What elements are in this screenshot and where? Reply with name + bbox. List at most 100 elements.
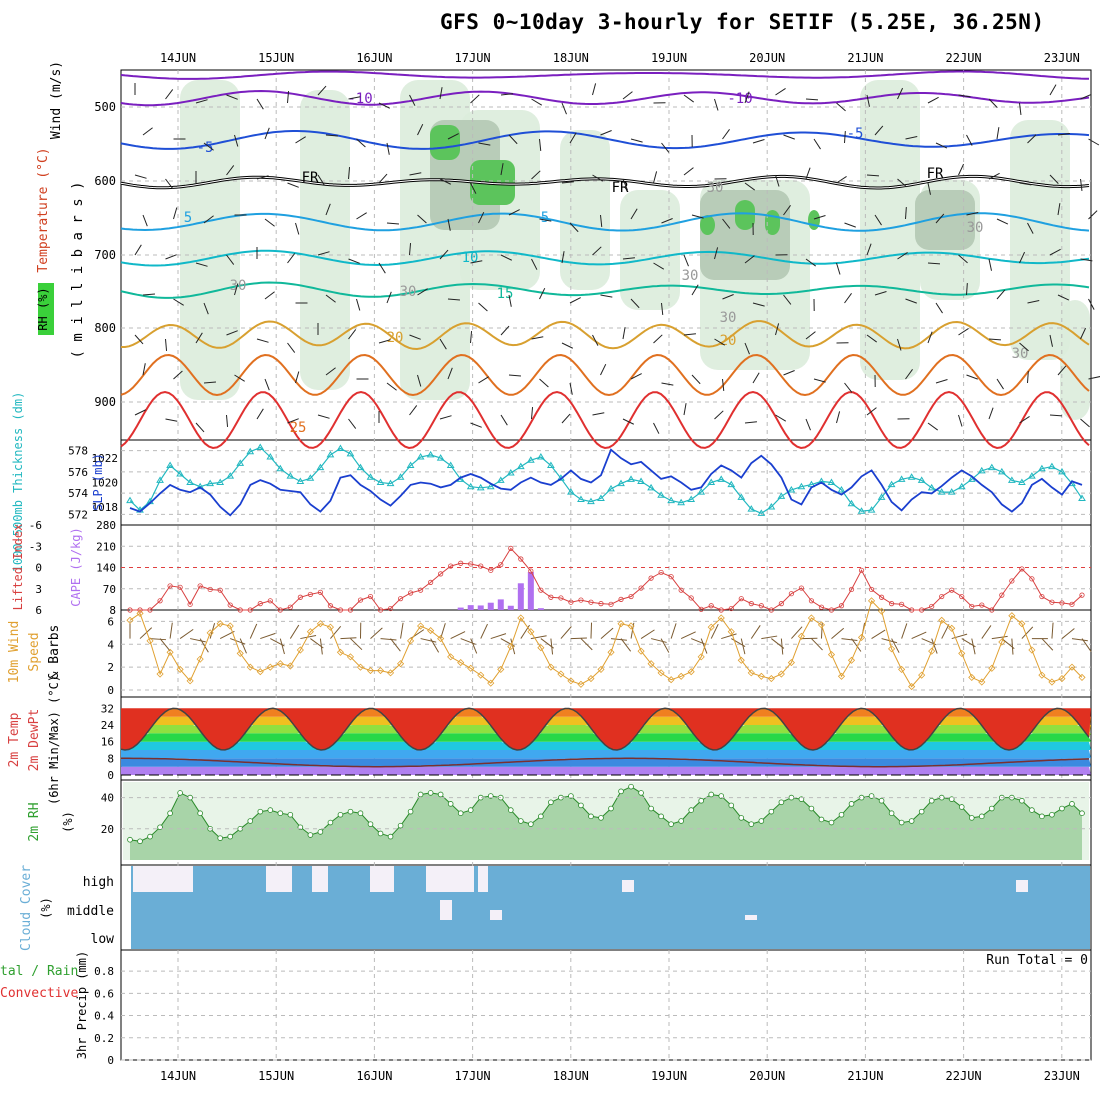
wind10-barb <box>901 623 908 639</box>
wind10-line <box>129 599 1083 688</box>
rh-point <box>397 822 404 829</box>
lifted-point <box>858 567 865 573</box>
rh-point <box>738 815 745 821</box>
thickness-point <box>366 473 375 480</box>
wind-barb <box>622 257 635 260</box>
wind10-point <box>467 664 475 672</box>
wind10-point <box>146 637 154 645</box>
lifted-point <box>387 605 394 612</box>
lifted-point <box>127 607 133 613</box>
cape-tick: 140 <box>96 562 116 575</box>
thickness-point <box>1078 494 1086 501</box>
lifted-point <box>418 587 424 593</box>
wind-barb <box>470 422 482 428</box>
wind10-barb <box>450 631 466 640</box>
thickness-point <box>246 447 255 455</box>
contour-25 <box>120 390 1090 450</box>
lifted-point <box>999 592 1005 598</box>
wind-barb <box>478 211 485 224</box>
lifted-tick: -3 <box>29 540 42 553</box>
date-label-top: 20JUN <box>749 51 785 65</box>
wind-barb <box>264 378 270 391</box>
rh-tick: 20 <box>101 823 114 836</box>
thickness-point <box>1028 472 1036 479</box>
wind-tick: 0 <box>107 684 114 697</box>
wind-barb <box>958 163 965 176</box>
wind10-point <box>657 669 665 677</box>
wind-barb <box>348 96 361 100</box>
wind-barb <box>539 287 546 300</box>
wind10-barb <box>1071 638 1088 642</box>
rh-tick: 40 <box>101 792 114 805</box>
thickness-point <box>797 482 806 490</box>
wind-barb <box>722 128 730 140</box>
lifted-point <box>257 601 263 607</box>
thickness-point <box>897 475 906 482</box>
thickness-tick: 576 <box>68 466 88 479</box>
cape-bar <box>507 605 514 610</box>
wind-barb <box>775 414 787 422</box>
precip-label-b: Convective <box>0 986 78 1001</box>
rh-point <box>437 791 444 798</box>
contour-label: 5 <box>541 210 549 226</box>
wind10-point <box>817 621 826 629</box>
wind-barb <box>1057 133 1070 136</box>
rh-point <box>638 790 644 796</box>
rh-shade <box>620 190 680 310</box>
rh-point <box>658 813 664 820</box>
wind-barb <box>714 247 719 260</box>
wind10-barb <box>1021 626 1034 639</box>
rh-point <box>277 810 284 816</box>
wind10-point <box>316 620 324 628</box>
wind-barb <box>966 134 973 146</box>
wind-barb <box>744 182 756 191</box>
wind-barb <box>1080 178 1083 191</box>
wind-barb <box>1027 222 1034 234</box>
lifted-point <box>608 601 614 607</box>
wind-barb <box>348 258 360 264</box>
wind10-barb <box>570 637 587 640</box>
rh-point <box>848 801 855 807</box>
wind-barb <box>905 206 907 220</box>
wind10-barb <box>330 625 342 639</box>
lifted-point <box>277 607 283 613</box>
cloud-gap <box>312 866 328 892</box>
wind10-point <box>256 668 264 676</box>
wind10-panel <box>120 609 1092 698</box>
rh-shade-90 <box>735 200 755 230</box>
rh-point <box>728 802 735 809</box>
wind-barb <box>508 374 521 377</box>
wind-barb <box>1080 327 1087 340</box>
mb-tick: 700 <box>94 248 116 262</box>
wind-barb <box>439 415 452 420</box>
lifted-point <box>428 579 434 585</box>
wind-barb <box>1080 258 1093 262</box>
rh-point <box>1069 801 1075 807</box>
wind-barb <box>805 258 817 267</box>
wind10-point <box>156 670 164 678</box>
lifted-point <box>167 583 173 589</box>
lifted-point <box>929 603 935 610</box>
rh-point <box>688 807 694 813</box>
thickness-point <box>156 476 164 483</box>
chart-title: GFS 0~10day 3-hourly for SETIF (5.25E, 3… <box>440 10 1045 34</box>
rh-point <box>1039 813 1045 820</box>
rh-point <box>1079 810 1085 816</box>
wind-barb <box>1019 251 1026 264</box>
wind-barb <box>325 134 338 137</box>
lifted-point <box>969 603 975 610</box>
lifted-point <box>508 545 514 551</box>
mb-axis-label: ( m i l l i b a r s ) <box>70 181 86 358</box>
wind10-barb <box>660 638 670 653</box>
wind10-barb <box>721 633 737 640</box>
wind-barb <box>348 418 357 429</box>
wind-barb <box>439 249 449 260</box>
lifted-point <box>307 591 313 598</box>
wind-barb <box>714 410 724 420</box>
wind-barb <box>500 325 510 336</box>
rh-point <box>337 811 344 818</box>
rh-point <box>127 836 133 843</box>
rh-point <box>628 783 634 790</box>
precip-tick: 0 <box>107 1054 114 1067</box>
wind-barb <box>142 214 148 227</box>
